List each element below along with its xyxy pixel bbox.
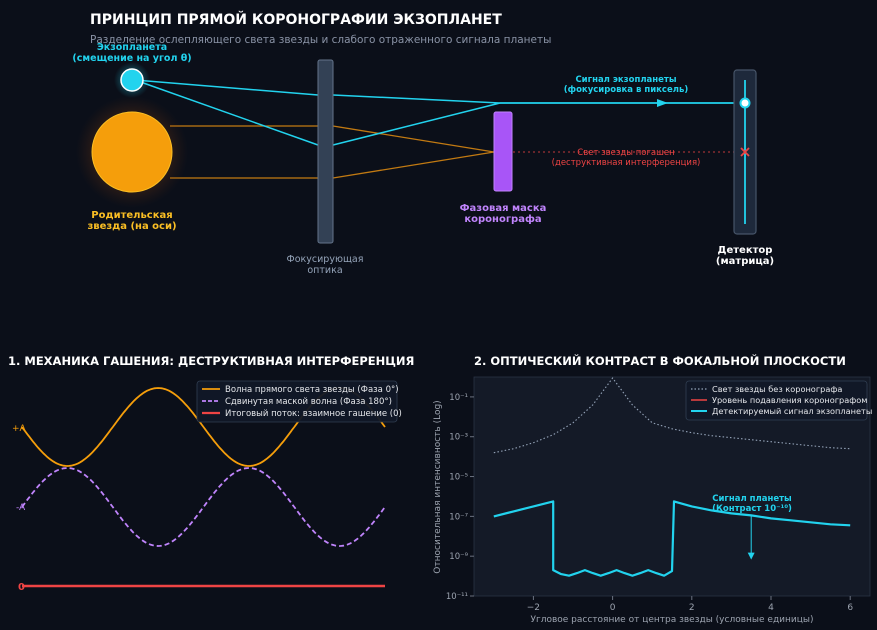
planet-ray-top xyxy=(134,79,319,96)
planet-signal-arrow-icon xyxy=(657,99,668,107)
detector-label-2: (матрица) xyxy=(716,256,774,267)
detector-planet-pixel xyxy=(739,97,751,109)
y-tick-label: 10⁻⁵ xyxy=(449,473,468,483)
y-axis-label: Относительная интенсивность (Log) xyxy=(433,400,443,573)
planet-signal-label-2: (фокусировка в пиксель) xyxy=(564,85,689,95)
y-tick-label: 10⁻⁹ xyxy=(449,552,468,562)
detector-star-cross-icon xyxy=(740,147,750,157)
detector-label-1: Детектор xyxy=(718,245,773,256)
series-line-2 xyxy=(493,500,851,577)
legend1-item-2: Итоговый поток: взаимное гашение (0) xyxy=(225,409,402,419)
x-tick-label: 0 xyxy=(610,603,616,613)
panel1-legend: Волна прямого света звезды (Фаза 0°) Сдв… xyxy=(196,380,402,423)
label-minus-a: -A xyxy=(16,503,26,513)
annotation-text-1: Сигнал планеты xyxy=(712,494,792,504)
star-blocked-label-2: (деструктивная интерференция) xyxy=(552,158,701,168)
y-tick-label: 10⁻¹ xyxy=(449,393,468,403)
exoplanet-icon xyxy=(120,68,144,92)
legend1-item-0: Волна прямого света звезды (Фаза 0°) xyxy=(225,385,399,395)
panel1-title: 1. МЕХАНИКА ГАШЕНИЯ: ДЕСТРУКТИВНАЯ ИНТЕР… xyxy=(8,354,414,368)
y-tick-label: 10⁻⁷ xyxy=(449,512,468,522)
interference-panel: 1. МЕХАНИКА ГАШЕНИЯ: ДЕСТРУКТИВНАЯ ИНТЕР… xyxy=(8,354,414,593)
star-ray-bottom-focused xyxy=(332,151,495,179)
chart-title: 2. ОПТИЧЕСКИЙ КОНТРАСТ В ФОКАЛЬНОЙ ПЛОСК… xyxy=(474,353,846,368)
x-axis: −2 0 2 4 6 xyxy=(527,596,853,613)
optics-label-1: Фокусирующая xyxy=(287,254,364,265)
star-ray-top-focused xyxy=(332,125,495,153)
legend1-item-1: Сдвинутая маской волна (Фаза 180°) xyxy=(225,397,392,407)
exoplanet-label-2: (смещение на угол θ) xyxy=(72,53,191,64)
wave-shifted-mask xyxy=(21,467,386,547)
planet-signal-label-1: Сигнал экзопланеты xyxy=(575,75,676,85)
phase-mask xyxy=(493,111,513,192)
legend2-item-1: Уровень подавления коронографом xyxy=(712,395,867,405)
y-tick-label: 10⁻³ xyxy=(449,433,468,443)
contrast-chart: 2. ОПТИЧЕСКИЙ КОНТРАСТ В ФОКАЛЬНОЙ ПЛОСК… xyxy=(433,353,872,625)
chart-series xyxy=(493,377,851,577)
planet-ray-top-focused xyxy=(332,94,501,104)
planet-ray-bottom xyxy=(134,79,319,146)
focusing-optics xyxy=(317,59,334,244)
page-subtitle: Разделение ослепляющего света звезды и с… xyxy=(90,34,551,46)
star-icon xyxy=(91,111,173,193)
series-line-0 xyxy=(493,377,851,454)
planet-ray-bottom-focused xyxy=(332,102,501,146)
annotation-text-2: (Контраст 10⁻¹⁰) xyxy=(712,504,792,514)
x-tick-label: −2 xyxy=(527,603,540,613)
label-zero: 0 xyxy=(18,582,25,593)
coronagraph-diagram: Родительская звезда (на оси) Экзопланета… xyxy=(72,42,774,276)
label-plus-a: +A xyxy=(12,424,27,434)
legend2-item-2: Детектируемый сигнал экзопланеты xyxy=(712,406,872,416)
legend2-item-0: Свет звезды без коронографа xyxy=(712,384,842,394)
x-tick-label: 6 xyxy=(847,603,853,613)
star-blocked-label-1: Свет звезды погашен xyxy=(577,148,674,158)
exoplanet-label-1: Экзопланета xyxy=(97,42,167,53)
y-tick-label: 10⁻¹¹ xyxy=(446,592,468,602)
mask-label-2: коронографа xyxy=(464,213,541,225)
x-tick-label: 2 xyxy=(689,603,695,613)
optics-label-2: оптика xyxy=(307,265,342,276)
chart-annotation: Сигнал планеты (Контраст 10⁻¹⁰) xyxy=(712,494,792,560)
y-axis: 10⁻¹ 10⁻³ 10⁻⁵ 10⁻⁷ 10⁻⁹ 10⁻¹¹ xyxy=(446,393,474,602)
star-label-1: Родительская xyxy=(91,210,172,221)
x-axis-label: Угловое расстояние от центра звезды (усл… xyxy=(530,615,813,625)
mask-label-1: Фазовая маска xyxy=(460,203,547,214)
page-title: ПРИНЦИП ПРЯМОЙ КОРОНОГРАФИИ ЭКЗОПЛАНЕТ xyxy=(90,11,502,28)
x-tick-label: 4 xyxy=(768,603,774,613)
chart-legend: Свет звезды без коронографа Уровень пода… xyxy=(685,380,872,421)
star-label-2: звезда (на оси) xyxy=(87,221,176,232)
